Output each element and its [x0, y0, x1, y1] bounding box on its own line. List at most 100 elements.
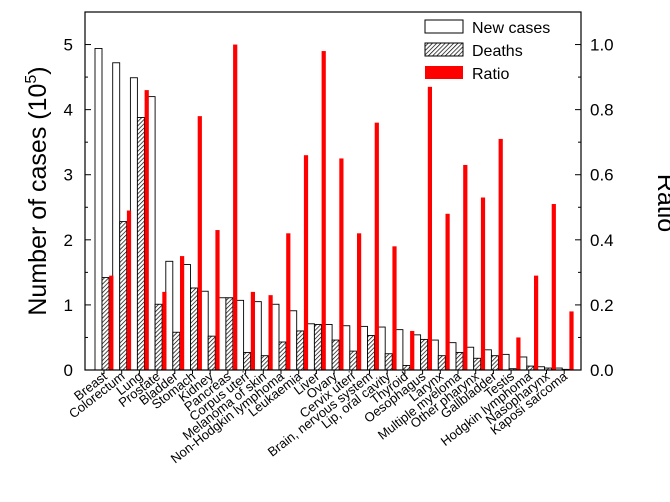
legend-label-new-cases: New cases — [472, 20, 550, 37]
bar-deaths-13 — [331, 339, 340, 371]
bar-deaths-20 — [455, 351, 464, 371]
bar-ratio-8 — [250, 291, 255, 370]
bar-new-cases-2 — [129, 77, 138, 371]
bar-new-cases-7 — [218, 297, 227, 371]
bar-new-cases-15 — [360, 325, 368, 371]
bar-deaths-5 — [190, 287, 198, 371]
y-axis-right-label: Ratio — [652, 174, 670, 232]
bar-deaths-3 — [154, 303, 163, 371]
bar-deaths-6 — [207, 335, 216, 371]
bar-ratio-3 — [162, 291, 167, 370]
bar-ratio-14 — [357, 233, 362, 370]
bar-new-cases-6 — [200, 290, 209, 371]
bar-new-cases-10 — [271, 303, 280, 371]
bar-ratio-25 — [551, 204, 556, 370]
bar-deaths-15 — [367, 335, 375, 371]
bar-ratio-5 — [197, 116, 202, 371]
bar-ratio-26 — [569, 311, 574, 370]
bar-deaths-1 — [119, 221, 128, 371]
y-right-tick-label-2: 0.4 — [590, 231, 614, 250]
bar-deaths-17 — [402, 364, 411, 371]
legend: New cases Deaths Ratio — [424, 19, 550, 83]
bar-new-cases-3 — [147, 96, 156, 371]
bar-deaths-11 — [296, 330, 305, 371]
bar-ratio-16 — [392, 246, 397, 370]
bar-new-cases-12 — [306, 323, 315, 371]
legend-swatch-new-cases — [424, 19, 464, 34]
bar-deaths-2 — [136, 116, 145, 371]
bar-ratio-22 — [498, 138, 503, 370]
bar-new-cases-24 — [519, 356, 528, 371]
bar-ratio-7 — [233, 44, 238, 371]
y-axis-left-label-end: ) — [24, 66, 52, 74]
bar-deaths-21 — [473, 357, 482, 371]
bar-ratio-2 — [144, 90, 149, 371]
bar-layer — [94, 44, 574, 371]
bar-new-cases-9 — [253, 301, 262, 371]
bar-ratio-0 — [109, 275, 114, 370]
bar-new-cases-5 — [183, 264, 191, 371]
bar-ratio-4 — [180, 256, 185, 370]
bar-ratio-12 — [321, 51, 326, 371]
bar-ratio-9 — [268, 295, 273, 370]
y-right-tick-label-3: 0.6 — [590, 166, 614, 185]
bar-ratio-10 — [286, 233, 291, 370]
bar-deaths-7 — [225, 297, 234, 371]
bar-ratio-24 — [534, 275, 539, 370]
bar-deaths-0 — [101, 277, 110, 371]
bar-deaths-8 — [243, 351, 252, 371]
bar-new-cases-20 — [448, 342, 457, 371]
bar-deaths-18 — [420, 338, 429, 371]
bar-ratio-18 — [427, 86, 432, 370]
bar-ratio-23 — [516, 337, 521, 370]
bar-deaths-19 — [437, 355, 446, 371]
bar-deaths-14 — [349, 350, 358, 371]
bar-new-cases-16 — [377, 326, 386, 371]
bar-ratio-17 — [410, 330, 415, 370]
bar-new-cases-18 — [413, 334, 422, 371]
y-left-tick-label-3: 3 — [64, 166, 73, 185]
bar-ratio-1 — [126, 210, 132, 370]
y-left-tick-label-2: 2 — [64, 231, 73, 250]
y-left-tick-label-4: 4 — [64, 101, 73, 120]
y-right-tick-label-4: 0.8 — [590, 101, 614, 120]
bar-deaths-10 — [278, 341, 287, 371]
bar-new-cases-13 — [324, 323, 333, 371]
legend-label-deaths: Deaths — [472, 43, 523, 60]
bar-deaths-16 — [384, 353, 393, 371]
bar-ratio-21 — [480, 197, 486, 370]
bar-new-cases-11 — [289, 310, 298, 371]
legend-label-ratio: Ratio — [472, 66, 509, 83]
bar-new-cases-0 — [94, 48, 103, 371]
y-axis-left-label-exponent: 5 — [23, 75, 40, 84]
bar-ratio-15 — [374, 122, 379, 371]
y-right-tick-label-5: 1.0 — [590, 36, 614, 55]
y-right-tick-label-0: 0.0 — [590, 361, 614, 380]
bar-new-cases-17 — [395, 329, 404, 371]
bar-deaths-22 — [490, 355, 499, 371]
bar-ratio-13 — [339, 158, 344, 370]
bar-new-cases-19 — [430, 339, 439, 371]
bar-new-cases-1 — [112, 62, 121, 371]
plot-frame — [84, 11, 582, 371]
bar-new-cases-21 — [466, 346, 475, 371]
bar-ratio-20 — [463, 164, 468, 370]
bar-new-cases-22 — [483, 349, 492, 371]
y-axis-left-label: Number of cases (105) — [23, 66, 52, 315]
x-tick-label-layer: BreastColorectumLungProstateBladderStoma… — [66, 368, 571, 466]
legend-swatch-deaths — [424, 42, 464, 57]
bar-new-cases-8 — [236, 299, 245, 371]
y-left-tick-label-5: 5 — [64, 36, 73, 55]
y-left-tick-label-0: 0 — [64, 361, 73, 380]
bar-deaths-4 — [172, 331, 181, 371]
tick-layer: 0 1 2 3 4 5 0.0 0.2 0.4 0.6 0.8 1.0 — [64, 11, 614, 380]
bar-new-cases-14 — [342, 325, 351, 371]
bar-deaths-12 — [313, 323, 322, 371]
y-left-tick-label-1: 1 — [64, 296, 73, 315]
bar-ratio-19 — [445, 213, 450, 370]
legend-swatch-ratio — [425, 66, 463, 79]
bar-deaths-9 — [260, 355, 269, 371]
bar-new-cases-4 — [165, 260, 174, 371]
bar-ratio-11 — [303, 155, 309, 370]
